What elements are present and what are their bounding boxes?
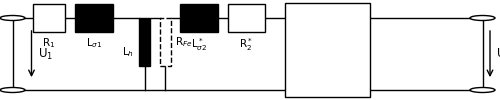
Text: U$_2$: U$_2$ xyxy=(496,46,500,62)
Bar xyxy=(160,18,170,66)
Bar xyxy=(32,4,65,32)
Bar xyxy=(285,3,370,97)
Circle shape xyxy=(470,88,495,92)
Text: L$_h$: L$_h$ xyxy=(122,45,134,59)
Text: L$^*_{\sigma2}$: L$^*_{\sigma2}$ xyxy=(190,36,207,53)
Circle shape xyxy=(0,16,25,20)
Bar xyxy=(228,4,265,32)
Circle shape xyxy=(470,16,495,20)
Text: L$_{\sigma1}$: L$_{\sigma1}$ xyxy=(86,36,102,50)
Bar xyxy=(140,18,150,66)
Text: U$_1$: U$_1$ xyxy=(38,46,52,62)
Circle shape xyxy=(0,88,25,92)
Text: R$_1$: R$_1$ xyxy=(42,36,56,50)
Bar xyxy=(180,4,218,32)
Text: R$^*_2$: R$^*_2$ xyxy=(239,36,254,53)
Text: ü: ü xyxy=(324,44,332,56)
Bar xyxy=(75,4,112,32)
Text: R$_{Fe}$: R$_{Fe}$ xyxy=(174,35,192,49)
